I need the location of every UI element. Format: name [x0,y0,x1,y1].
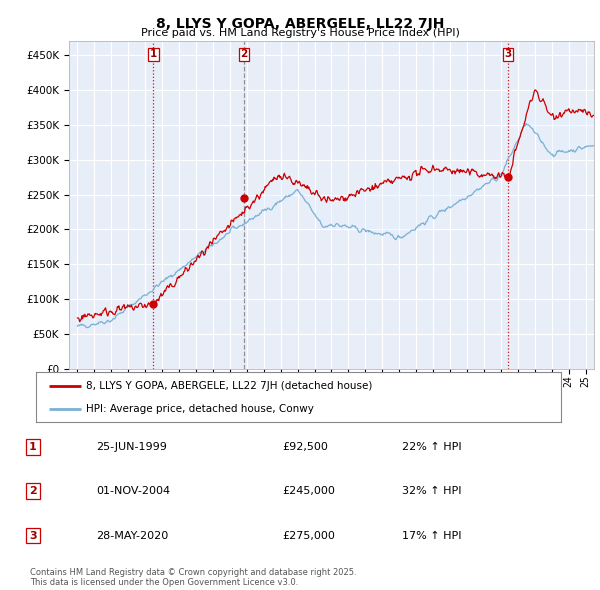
Text: 25-JUN-1999: 25-JUN-1999 [96,442,167,452]
Text: 2: 2 [241,50,248,60]
Text: 28-MAY-2020: 28-MAY-2020 [96,530,168,540]
Text: 01-NOV-2004: 01-NOV-2004 [96,486,170,496]
Text: £92,500: £92,500 [282,442,328,452]
Text: Price paid vs. HM Land Registry's House Price Index (HPI): Price paid vs. HM Land Registry's House … [140,28,460,38]
Text: 3: 3 [29,530,37,540]
Text: £275,000: £275,000 [282,530,335,540]
Text: 2: 2 [29,486,37,496]
Text: 1: 1 [150,50,157,60]
Text: £245,000: £245,000 [282,486,335,496]
Text: 1: 1 [29,442,37,452]
Text: 8, LLYS Y GOPA, ABERGELE, LL22 7JH: 8, LLYS Y GOPA, ABERGELE, LL22 7JH [156,17,444,31]
Text: 3: 3 [504,50,511,60]
Text: 22% ↑ HPI: 22% ↑ HPI [402,442,461,452]
Text: 8, LLYS Y GOPA, ABERGELE, LL22 7JH (detached house): 8, LLYS Y GOPA, ABERGELE, LL22 7JH (deta… [86,381,372,391]
Text: Contains HM Land Registry data © Crown copyright and database right 2025.
This d: Contains HM Land Registry data © Crown c… [30,568,356,587]
Text: HPI: Average price, detached house, Conwy: HPI: Average price, detached house, Conw… [86,404,314,414]
Text: 32% ↑ HPI: 32% ↑ HPI [402,486,461,496]
Text: 17% ↑ HPI: 17% ↑ HPI [402,530,461,540]
